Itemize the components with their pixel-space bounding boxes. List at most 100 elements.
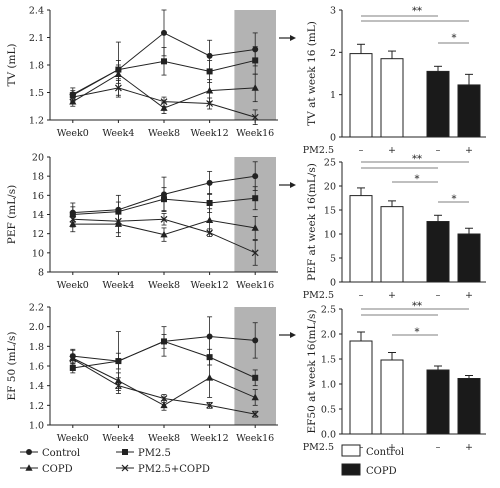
line-panel-3-series-copd-point-4 — [251, 393, 259, 401]
line-panel-2-ytick-label-5: 18 — [32, 172, 44, 183]
legend-copd-marker — [25, 464, 33, 471]
bar-panel-3-ytick-label-5: 2.5 — [321, 305, 336, 316]
line-panel-1-xtick-label-0: Week0 — [57, 128, 89, 139]
bar-panel-2-ytick-label-4: 20 — [324, 182, 336, 193]
bar-panel-3-ytick-label-2: 1.0 — [321, 380, 336, 391]
line-panel-3-series-pm2-5-copd-point-0-b — [69, 355, 77, 363]
bar-panel-3-bar-0 — [349, 340, 373, 435]
bar-panel-1-pm25-label: PM2.5 — [303, 145, 334, 156]
line-panel-2-series-control-point-3 — [206, 179, 213, 186]
line-panel-1-xtick-label-3: Week12 — [191, 128, 229, 139]
line-panel-1-series-pm2-5-copd-point-0-b — [69, 93, 77, 101]
bar-panel-2-sig-label-1: * — [415, 174, 420, 185]
line-panel-2-ytick-label-1: 10 — [32, 248, 44, 259]
bar-panel-2-sig-label-2: * — [452, 194, 457, 205]
bar-panel-1-ytick-label-3: 3 — [330, 6, 336, 17]
bar-panel-1-sig-label-0: ** — [412, 6, 422, 17]
legend-bar-control-swatch — [341, 444, 361, 457]
legend-pm2-5-marker — [122, 449, 128, 455]
bar-panel-3-ytick-label-0: 0.0 — [321, 430, 336, 441]
line-panel-3-series-copd-point-3 — [206, 374, 214, 381]
line-panel-1-series-copd-point-3 — [206, 86, 214, 94]
line-panel-2-series-pm2-5-copd-point-2 — [160, 215, 168, 223]
line-panel-2-series-pm2-5-copd-point-1-b — [114, 217, 122, 225]
line-panel-3-series-pm2-5-point-1 — [115, 358, 122, 365]
bar-panel-2-ylabel: PEF at week 16(mL/s) — [306, 163, 318, 281]
legend-pm2-5-copd-marker — [121, 464, 129, 472]
line-panel-3-ytick-label-3: 1.6 — [29, 362, 44, 373]
bar-panel-1-pm25-sign-1: + — [388, 145, 396, 156]
bar-panel-3-sig-label-1: * — [415, 327, 420, 338]
line-panel-3-series-pm2-5-copd-point-4 — [251, 410, 259, 418]
line-panel-1-xtick-label-4: Week16 — [236, 128, 274, 139]
line-panel-1-series-pm2-5-copd-point-3-b — [206, 100, 214, 107]
legend-copd-label: COPD — [42, 464, 73, 475]
line-panel-1-series-pm2-5-copd-point-4-b — [251, 113, 259, 121]
bar-panel-2-pm25-sign-0: – — [359, 290, 364, 301]
line-panel-2-ytick-label-2: 12 — [32, 229, 44, 240]
line-panel-3-series-pm2-5-copd-point-0 — [69, 355, 77, 363]
line-panel-2-xtick-label-3: Week12 — [191, 280, 229, 291]
bar-panel-2-bar-0 — [349, 195, 373, 283]
legend-pm2-5-copd-label: PM2.5+COPD — [138, 464, 210, 475]
line-panel-3-series-pm2-5-point-2 — [161, 338, 167, 345]
bar-panel-2-bar-1 — [380, 206, 404, 283]
bar-panel-2-ytick-label-0: 0 — [330, 278, 336, 289]
line-panel-1-ylabel: TV (mL) — [6, 43, 18, 86]
line-panel-1-ytick-label-0: 1.2 — [29, 116, 44, 127]
line-panel-1-series-copd-point-4 — [251, 84, 259, 91]
line-panel-3-ytick-label-5: 2.0 — [29, 322, 44, 333]
bar-panel-2-bar-2 — [426, 221, 450, 283]
line-panel-3-series-control-point-3 — [206, 333, 213, 340]
line-panel-1-series-pm2-5-point-4 — [252, 57, 259, 64]
bar-panel-3-pm25-sign-0: – — [359, 442, 364, 453]
line-panel-1-series-pm2-5-point-2 — [161, 58, 167, 65]
line-panel-3-xtick-label-1: Week4 — [102, 433, 134, 444]
line-panel-2-xtick-label-4: Week16 — [236, 280, 274, 291]
line-panel-1-ytick-label-1: 1.5 — [29, 88, 44, 99]
line-panel-1-series-pm2-5-copd-point-1-b — [114, 84, 122, 92]
line-panel-3-series-pm2-5-copd-point-4-b — [251, 410, 259, 418]
line-panel-3-xtick-label-2: Week8 — [148, 433, 180, 444]
bar-panel-2-pm25-label: PM2.5 — [303, 290, 334, 301]
line-panel-2-xtick-label-0: Week0 — [57, 280, 89, 291]
legend-pm2-5-copd-marker-b — [121, 464, 129, 472]
legend-bar-control-label: Control — [366, 447, 404, 458]
bar-panel-1-ylabel: TV at week 16 (mL) — [306, 21, 318, 126]
legend-control-label: Control — [42, 448, 80, 459]
line-panel-3-xtick-label-0: Week0 — [57, 433, 89, 444]
line-panel-1-series-copd-point-1 — [114, 70, 122, 77]
line-panel-3-arrow-head — [290, 332, 296, 338]
line-panel-3-series-pm2-5-copd-point-1 — [114, 382, 122, 390]
line-panel-2-series-pm2-5-copd-point-1 — [114, 217, 122, 225]
line-panel-2-series-pm2-5-point-2 — [161, 196, 167, 203]
bar-panel-3-pm25-sign-2: – — [436, 442, 441, 453]
line-panel-2-xtick-label-1: Week4 — [102, 280, 134, 291]
line-panel-1-series-pm2-5-copd-point-2-b — [160, 98, 168, 106]
line-panel-3-series-pm2-5-copd-point-3 — [206, 401, 214, 409]
line-panel-2-series-pm2-5-copd-point-4 — [251, 249, 259, 257]
line-panel-3-series-pm2-5-copd-point-1-b — [114, 382, 122, 390]
bar-panel-3-pm25-label: PM2.5 — [303, 442, 334, 453]
line-panel-1-series-pm2-5-copd-point-1 — [114, 84, 122, 92]
bar-panel-1-pm25-sign-2: – — [436, 145, 441, 156]
bar-panel-3-ytick-label-4: 2.0 — [321, 330, 336, 341]
line-panel-3-series-pm2-5-point-3 — [206, 354, 213, 361]
line-panel-3-ytick-label-4: 1.8 — [29, 342, 44, 353]
line-panel-1-xtick-label-2: Week8 — [148, 128, 180, 139]
legend-pm2-5-label: PM2.5 — [138, 448, 171, 459]
line-panel-1-series-control-point-3 — [206, 52, 213, 59]
line-panel-1-series-copd-point-2 — [160, 104, 168, 111]
bar-panel-2-ytick-label-1: 5 — [330, 254, 336, 265]
bar-panel-2-ytick-label-2: 10 — [324, 230, 336, 241]
line-panel-1-series-pm2-5-copd-point-2 — [160, 98, 168, 106]
bar-panel-2-pm25-sign-2: – — [436, 290, 441, 301]
bar-panel-3-bar-3 — [457, 378, 481, 435]
bar-panel-1-bar-3 — [457, 84, 481, 138]
line-panel-2-xtick-label-2: Week8 — [148, 280, 180, 291]
bar-panel-1-sig-label-1: * — [452, 33, 457, 44]
line-panel-1-ytick-label-4: 2.4 — [29, 6, 44, 17]
legend-bar-copd-label: COPD — [366, 466, 397, 477]
bar-panel-2-sig-label-0: ** — [412, 154, 422, 165]
